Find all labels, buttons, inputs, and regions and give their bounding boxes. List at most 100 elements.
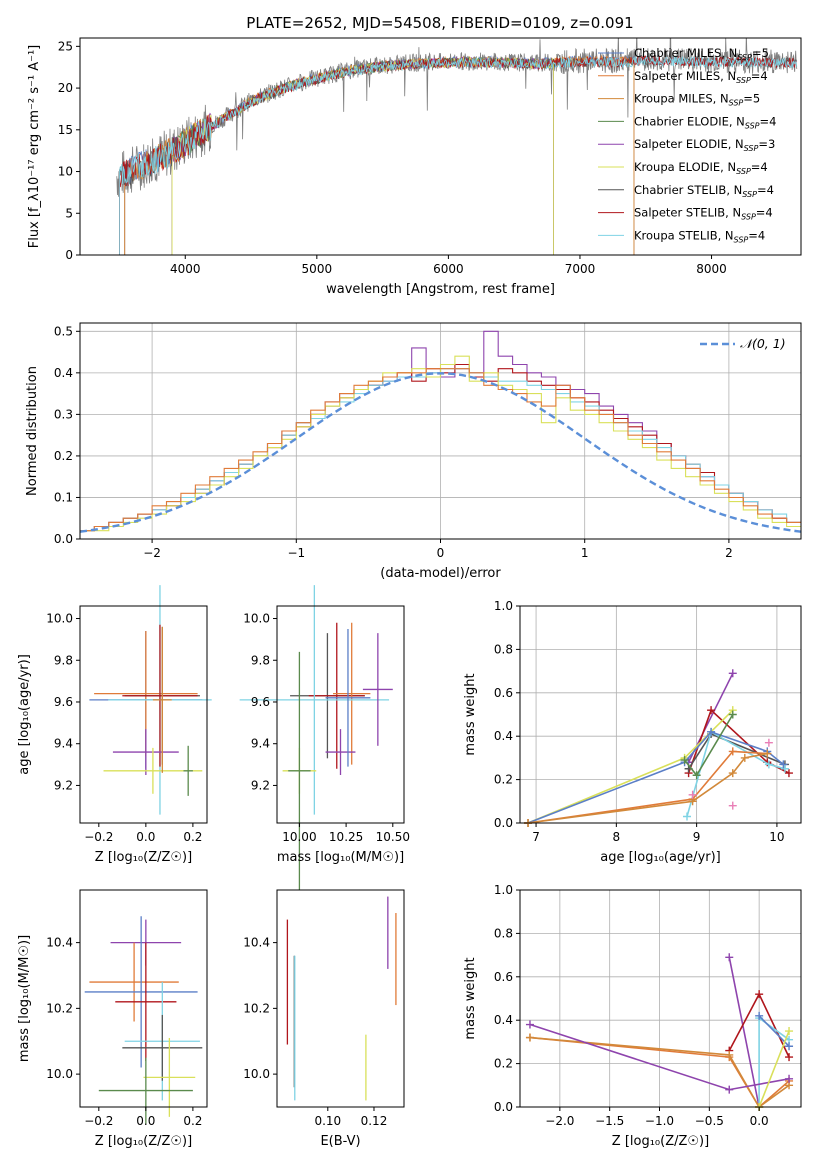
axes-frame xyxy=(519,605,802,824)
x-tick-label: −0.5 xyxy=(695,1114,724,1128)
legend-label-suffix: =4 xyxy=(757,183,774,197)
y-axis-label: Normed distribution xyxy=(25,366,40,496)
plot-area xyxy=(524,669,793,827)
x-tick-label: 8000 xyxy=(696,262,727,276)
plot-area xyxy=(239,585,393,890)
x-tick-label: 0.10 xyxy=(314,1114,341,1128)
x-tick-label: 7 xyxy=(532,830,540,844)
normal-reference-curve xyxy=(79,372,802,533)
y-tick-label: 0.8 xyxy=(494,926,513,940)
axes-frame xyxy=(79,322,802,540)
plot-area xyxy=(84,916,203,1124)
data-point-marker xyxy=(728,801,737,810)
legend-label: Kroupa STELIB, NSSP=4 xyxy=(634,228,765,244)
data-point-marker xyxy=(785,1042,794,1051)
spectrum-model-line xyxy=(119,55,798,255)
data-point-marker xyxy=(755,1011,764,1020)
x-tick-label: 0.2 xyxy=(183,1114,202,1128)
chart-age_vs_mass: 10.00 10.25 10.50 9.2 9.4 9.6 9.8 10.0 mass [log… xyxy=(239,585,410,890)
legend-label: Salpeter STELIB, NSSP=4 xyxy=(634,206,773,222)
mass-weight-line xyxy=(527,730,784,824)
axes-frame xyxy=(519,889,802,1108)
y-tick-label: 5 xyxy=(65,206,73,220)
mass-weight-line xyxy=(758,1030,790,1108)
data-point-marker xyxy=(728,669,737,678)
plot-area xyxy=(525,953,794,1111)
legend-label-suffix: =5 xyxy=(743,92,760,106)
legend-label-main: Chabrier MILES, N xyxy=(634,46,737,60)
y-tick-label: 0.0 xyxy=(54,532,73,546)
data-point-marker xyxy=(785,1053,794,1062)
legend-label-main: Chabrier ELODIE, N xyxy=(634,114,745,128)
axes-frame xyxy=(79,37,802,256)
legend-label-main: Kroupa STELIB, N xyxy=(634,228,734,242)
data-point-marker xyxy=(740,753,749,762)
y-tick-label: 0.8 xyxy=(494,642,513,656)
plot-area xyxy=(286,896,397,1101)
residual-histogram-step xyxy=(80,368,801,532)
legend-label: 𝒩(0, 1) xyxy=(740,336,786,351)
legend-label-main: Chabrier STELIB, N xyxy=(634,183,742,197)
data-point-marker xyxy=(785,1074,794,1083)
mass-weight-line xyxy=(527,752,768,824)
y-tick-label: 9.6 xyxy=(251,695,270,709)
y-tick-label: 1.0 xyxy=(494,599,513,613)
x-axis-label: wavelength [Angstrom, rest frame] xyxy=(326,282,555,297)
chart-mass_vs_EBV: 0.10 0.12 10.0 10.2 10.4 E(B-V) xyxy=(243,889,405,1149)
x-tick-label: −1 xyxy=(287,546,305,560)
plot-area xyxy=(79,330,802,533)
legend-label-sub: SSP xyxy=(741,213,756,222)
x-tick-label: 5000 xyxy=(302,262,333,276)
data-point-marker xyxy=(764,760,773,769)
x-tick-label: 4000 xyxy=(170,262,201,276)
y-tick-label: 9.2 xyxy=(251,778,270,792)
y-tick-label: 0.4 xyxy=(494,1013,513,1027)
x-tick-label: 0 xyxy=(437,546,445,560)
data-point-marker xyxy=(525,1033,534,1042)
y-axis-label: Flux [f_λ10⁻¹⁷ erg cm⁻² s⁻¹ A⁻¹] xyxy=(27,45,42,249)
chart-residuals: −2 −1 0 1 2 0.0 0.1 0.2 0.3 0.4 0.5 (data-model)/er… xyxy=(25,322,802,581)
legend-label-suffix: =4 xyxy=(751,160,768,174)
x-tick-label: −2.0 xyxy=(545,1114,574,1128)
spectrum-model-line xyxy=(171,57,554,255)
data-point-marker xyxy=(725,1050,734,1059)
x-tick-label: −0.2 xyxy=(84,830,113,844)
y-tick-label: 0.4 xyxy=(494,729,513,743)
y-tick-label: 10.0 xyxy=(243,612,270,626)
chart-spectrum: 4000 5000 6000 7000 8000 0 5 10 15 20 25 wavelength… xyxy=(27,37,802,297)
legend-label-suffix: =4 xyxy=(756,206,773,220)
legend-label-sub: SSP xyxy=(745,121,760,130)
y-tick-label: 1.0 xyxy=(494,883,513,897)
axes-frame xyxy=(276,605,405,824)
x-axis-label: Z [log₁₀(Z/Z☉)] xyxy=(95,850,192,865)
y-tick-label: 9.8 xyxy=(54,653,73,667)
legend-label-suffix: =4 xyxy=(748,228,765,242)
chart-massweight_vs_age: 7 8 9 10 0.0 0.2 0.4 0.6 0.8 1.0 age [log₁₀(age/yr… xyxy=(463,599,802,865)
y-tick-label: 0 xyxy=(65,248,73,262)
x-tick-label: 0.2 xyxy=(183,830,202,844)
data-point-marker xyxy=(707,727,716,736)
legend-label-suffix: =5 xyxy=(752,46,769,60)
legend-label-main: Salpeter ELODIE, N xyxy=(634,137,744,151)
x-tick-label: 2 xyxy=(725,546,733,560)
data-point-marker xyxy=(688,790,697,799)
y-tick-label: 0.4 xyxy=(54,366,73,380)
legend-label-sub: SSP xyxy=(742,190,757,199)
y-tick-label: 9.2 xyxy=(54,778,73,792)
y-tick-label: 0.1 xyxy=(54,490,73,504)
legend-label: Salpeter ELODIE, NSSP=3 xyxy=(634,137,775,153)
axes-frame xyxy=(79,889,208,1108)
x-tick-label: 10.25 xyxy=(329,830,363,844)
y-tick-label: 10.2 xyxy=(243,1001,270,1015)
axes-frame xyxy=(276,889,405,1108)
data-point-marker xyxy=(779,760,788,769)
y-axis-label: mass weight xyxy=(463,673,478,755)
y-tick-label: 0.0 xyxy=(494,816,513,830)
x-tick-label: 10.50 xyxy=(376,830,410,844)
y-tick-label: 20 xyxy=(58,81,73,95)
x-axis-label: age [log₁₀(age/yr)] xyxy=(600,850,721,865)
spectrum-model-line xyxy=(171,56,554,255)
y-tick-label: 10.4 xyxy=(243,936,270,950)
mass-weight-line xyxy=(527,750,768,824)
